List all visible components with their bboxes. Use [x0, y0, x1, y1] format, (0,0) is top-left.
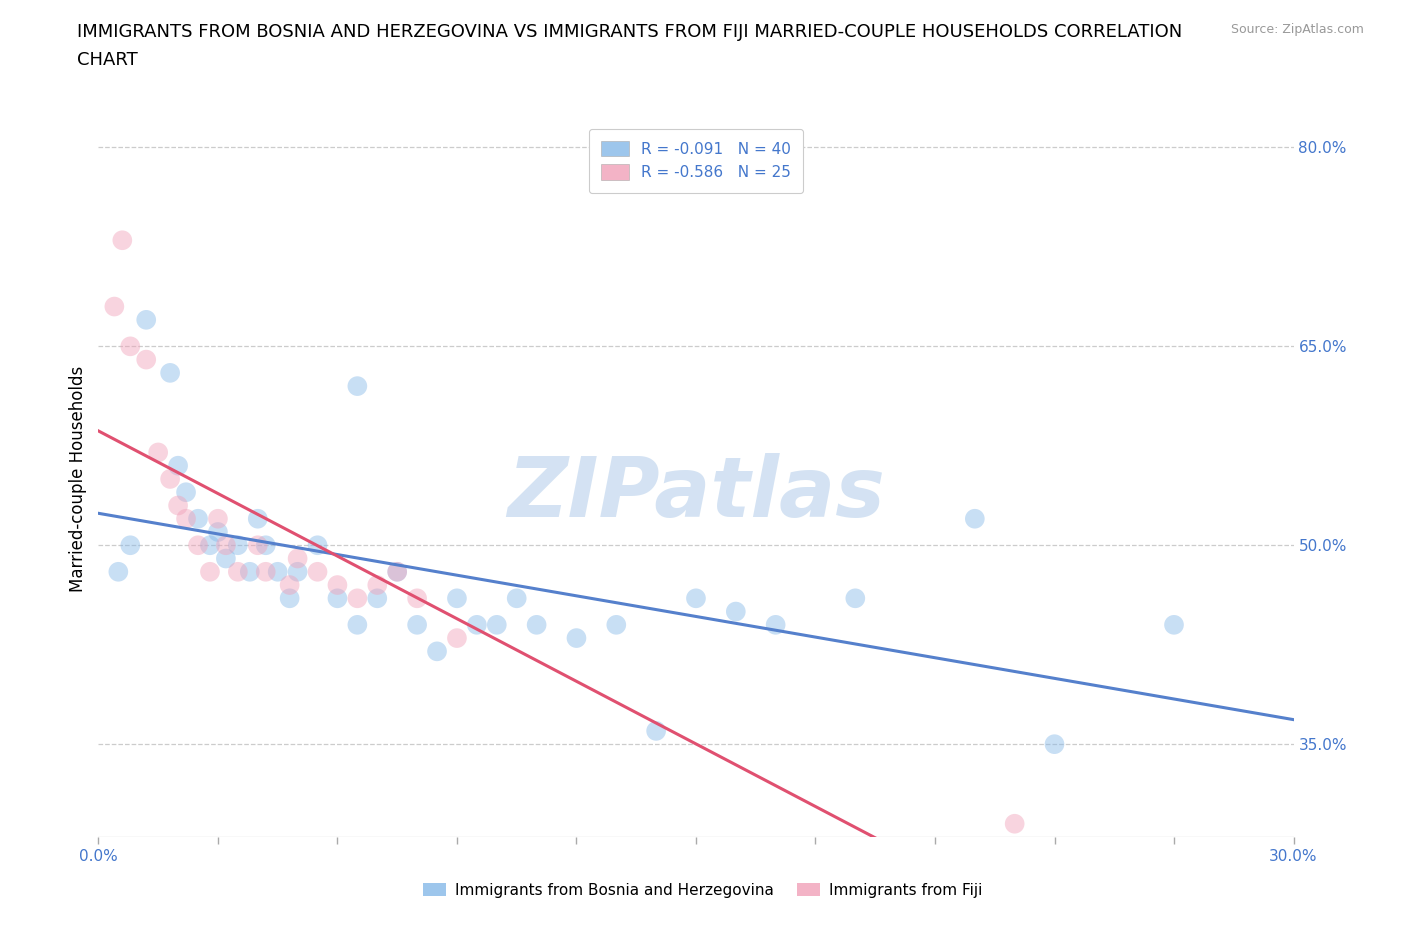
Text: ZIPatlas: ZIPatlas — [508, 453, 884, 534]
Point — [207, 512, 229, 526]
Legend: R = -0.091   N = 40, R = -0.586   N = 25: R = -0.091 N = 40, R = -0.586 N = 25 — [589, 128, 803, 193]
Point — [167, 498, 190, 513]
Point — [406, 618, 429, 632]
Point — [159, 365, 181, 380]
Point — [1043, 737, 1066, 751]
Point — [254, 565, 277, 579]
Point — [307, 565, 329, 579]
Point — [226, 538, 249, 552]
Point — [406, 591, 429, 605]
Point — [246, 538, 269, 552]
Point — [278, 578, 301, 592]
Point — [446, 591, 468, 605]
Point — [148, 445, 170, 459]
Point — [135, 312, 157, 327]
Point — [267, 565, 290, 579]
Point — [135, 352, 157, 367]
Point — [254, 538, 277, 552]
Point — [506, 591, 529, 605]
Point — [346, 591, 368, 605]
Point — [239, 565, 262, 579]
Point — [198, 538, 221, 552]
Point — [278, 591, 301, 605]
Point — [174, 512, 197, 526]
Text: Source: ZipAtlas.com: Source: ZipAtlas.com — [1230, 23, 1364, 36]
Y-axis label: Married-couple Households: Married-couple Households — [69, 365, 87, 592]
Point — [1163, 618, 1185, 632]
Point — [326, 578, 349, 592]
Point — [111, 232, 134, 247]
Point — [167, 458, 190, 473]
Point — [844, 591, 866, 605]
Point — [366, 578, 388, 592]
Point — [246, 512, 269, 526]
Point — [385, 565, 409, 579]
Point — [159, 472, 181, 486]
Point — [385, 565, 409, 579]
Point — [366, 591, 388, 605]
Point — [605, 618, 627, 632]
Point — [215, 551, 238, 566]
Point — [765, 618, 787, 632]
Point — [187, 512, 209, 526]
Legend: Immigrants from Bosnia and Herzegovina, Immigrants from Fiji: Immigrants from Bosnia and Herzegovina, … — [418, 877, 988, 904]
Point — [426, 644, 449, 658]
Point — [465, 618, 488, 632]
Point — [526, 618, 548, 632]
Point — [287, 551, 309, 566]
Point — [685, 591, 707, 605]
Point — [215, 538, 238, 552]
Point — [565, 631, 588, 645]
Point — [187, 538, 209, 552]
Point — [1004, 817, 1026, 831]
Point — [103, 299, 125, 314]
Point — [287, 565, 309, 579]
Point — [307, 538, 329, 552]
Point — [963, 512, 986, 526]
Point — [485, 618, 508, 632]
Point — [346, 618, 368, 632]
Point — [107, 565, 129, 579]
Point — [346, 379, 368, 393]
Point — [724, 604, 747, 619]
Point — [120, 339, 142, 353]
Text: IMMIGRANTS FROM BOSNIA AND HERZEGOVINA VS IMMIGRANTS FROM FIJI MARRIED-COUPLE HO: IMMIGRANTS FROM BOSNIA AND HERZEGOVINA V… — [77, 23, 1182, 41]
Point — [120, 538, 142, 552]
Point — [326, 591, 349, 605]
Point — [174, 485, 197, 499]
Point — [446, 631, 468, 645]
Point — [226, 565, 249, 579]
Point — [645, 724, 668, 738]
Text: CHART: CHART — [77, 51, 138, 69]
Point — [198, 565, 221, 579]
Point — [207, 525, 229, 539]
